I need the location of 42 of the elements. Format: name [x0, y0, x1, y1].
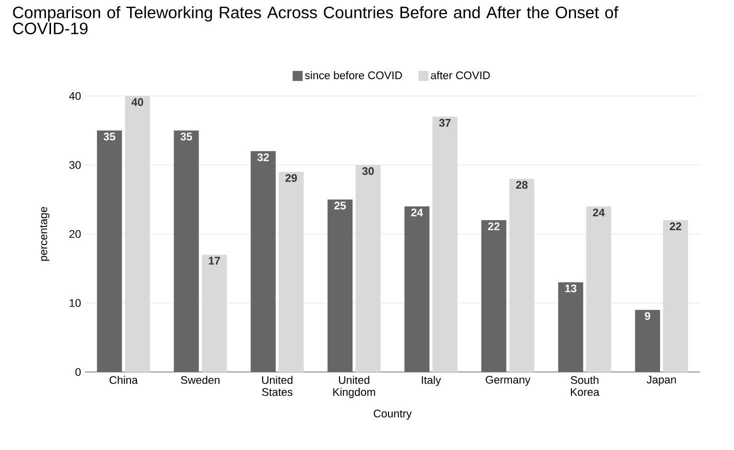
chart-title: Comparison of Teleworking Rates Across Countries Before and After the Onset of COVID-19	[13, 6, 618, 34]
bar	[250, 151, 276, 372]
data-label: 30	[362, 167, 374, 175]
bar	[481, 220, 506, 372]
data-label: 13	[565, 284, 576, 292]
x-tick-label: Japan	[646, 376, 676, 386]
bar	[96, 130, 122, 372]
x-tick-label: China	[110, 376, 138, 384]
y-tick-label: 0	[75, 368, 81, 376]
bar	[328, 199, 353, 372]
x-tick-label: Sweden	[180, 376, 220, 384]
data-label: 37	[439, 118, 451, 127]
x-tick-label: Italy	[422, 376, 442, 386]
y-tick-label: 40	[69, 92, 81, 100]
bar	[635, 310, 660, 372]
data-label: 35	[104, 132, 116, 140]
y-tick-label: 30	[69, 161, 81, 169]
data-label: 35	[180, 132, 192, 140]
data-label: 32	[257, 153, 269, 162]
data-label: 24	[411, 208, 424, 216]
bar	[558, 282, 584, 372]
data-label: 17	[208, 256, 220, 264]
data-label: 40	[132, 98, 144, 106]
data-label: 29	[285, 174, 297, 182]
x-tick-label: United Kingdom	[333, 376, 376, 398]
legend-label: since before COVID	[304, 71, 402, 80]
bar	[404, 206, 430, 372]
x-tick-label: Germany	[486, 376, 530, 386]
y-axis-title: percentage	[40, 206, 50, 261]
y-tick-label: 20	[69, 230, 81, 238]
data-label: 24	[592, 208, 605, 216]
x-tick-label: United States	[262, 376, 292, 396]
data-label: 22	[488, 222, 500, 230]
data-label: 28	[516, 180, 528, 189]
x-axis-title: Country	[374, 410, 412, 420]
data-label: 22	[670, 222, 682, 230]
x-tick-label: South Korea	[570, 376, 600, 396]
y-tick-label: 10	[70, 299, 81, 307]
legend-label: after COVID	[430, 71, 490, 80]
data-label: 9	[644, 312, 650, 320]
bar	[174, 130, 199, 372]
data-label: 25	[334, 202, 346, 210]
